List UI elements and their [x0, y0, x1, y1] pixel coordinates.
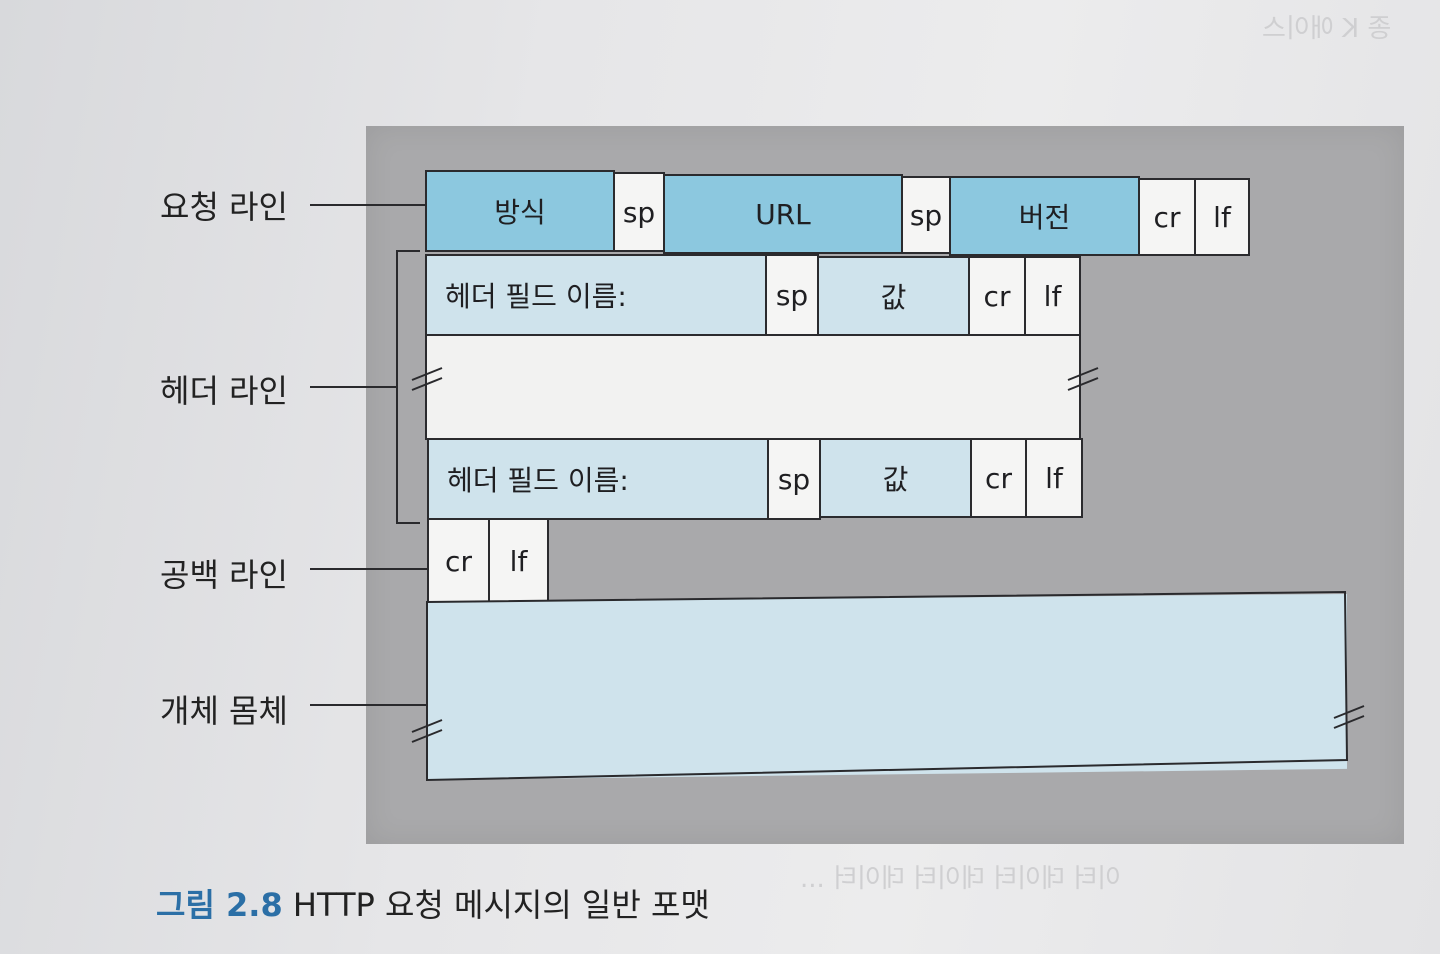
sp-cell: sp	[613, 172, 665, 252]
blank-line-label: 공백 라인	[160, 556, 288, 594]
entity-body-leader	[310, 704, 428, 706]
elided-header-lines	[425, 334, 1081, 440]
lf-cell: lf	[1194, 178, 1250, 256]
header-lines-leader	[310, 386, 398, 388]
break-mark-icon	[1067, 367, 1099, 391]
sp-cell: sp	[767, 438, 821, 520]
value-cell: 값	[817, 256, 970, 336]
blank-line-leader	[310, 568, 428, 570]
cr-cell: cr	[1138, 178, 1196, 256]
sp-cell: sp	[901, 176, 951, 254]
request-line-leader	[310, 204, 426, 206]
sp-cell: sp	[765, 254, 819, 336]
figure-title: HTTP 요청 메시지의 일반 포맷	[292, 886, 710, 924]
method-cell: 방식	[425, 170, 615, 252]
lf-cell: lf	[1025, 438, 1083, 518]
show-through-text: 이터 데이터 데이터 데이터 ...	[800, 864, 1121, 894]
break-mark-icon	[411, 367, 443, 391]
lf-cell: lf	[488, 518, 549, 604]
break-mark-icon	[411, 719, 443, 743]
header-lines-bracket	[396, 250, 420, 524]
request-line-label: 요청 라인	[160, 188, 288, 226]
figure-number: 그림 2.8	[156, 886, 283, 924]
entity-body-outline	[426, 590, 1349, 782]
figure-caption: 그림 2.8 HTTP 요청 메시지의 일반 포맷	[156, 880, 710, 926]
break-mark-icon	[1333, 705, 1365, 729]
show-through-text: 종 K 애이스	[1262, 14, 1392, 44]
lf-cell: lf	[1024, 256, 1081, 336]
entity-body-label: 개체 몸체	[160, 692, 288, 730]
header-lines-label: 헤더 라인	[160, 372, 288, 410]
cr-cell: cr	[968, 256, 1026, 336]
value-cell: 값	[819, 438, 972, 518]
url-cell: URL	[663, 174, 903, 254]
entity-body-box	[427, 594, 1347, 780]
cr-cell: cr	[970, 438, 1027, 518]
header-field-name-cell: 헤더 필드 이름:	[427, 438, 769, 520]
version-cell: 버전	[949, 176, 1140, 256]
header-field-name-cell: 헤더 필드 이름:	[425, 254, 767, 336]
